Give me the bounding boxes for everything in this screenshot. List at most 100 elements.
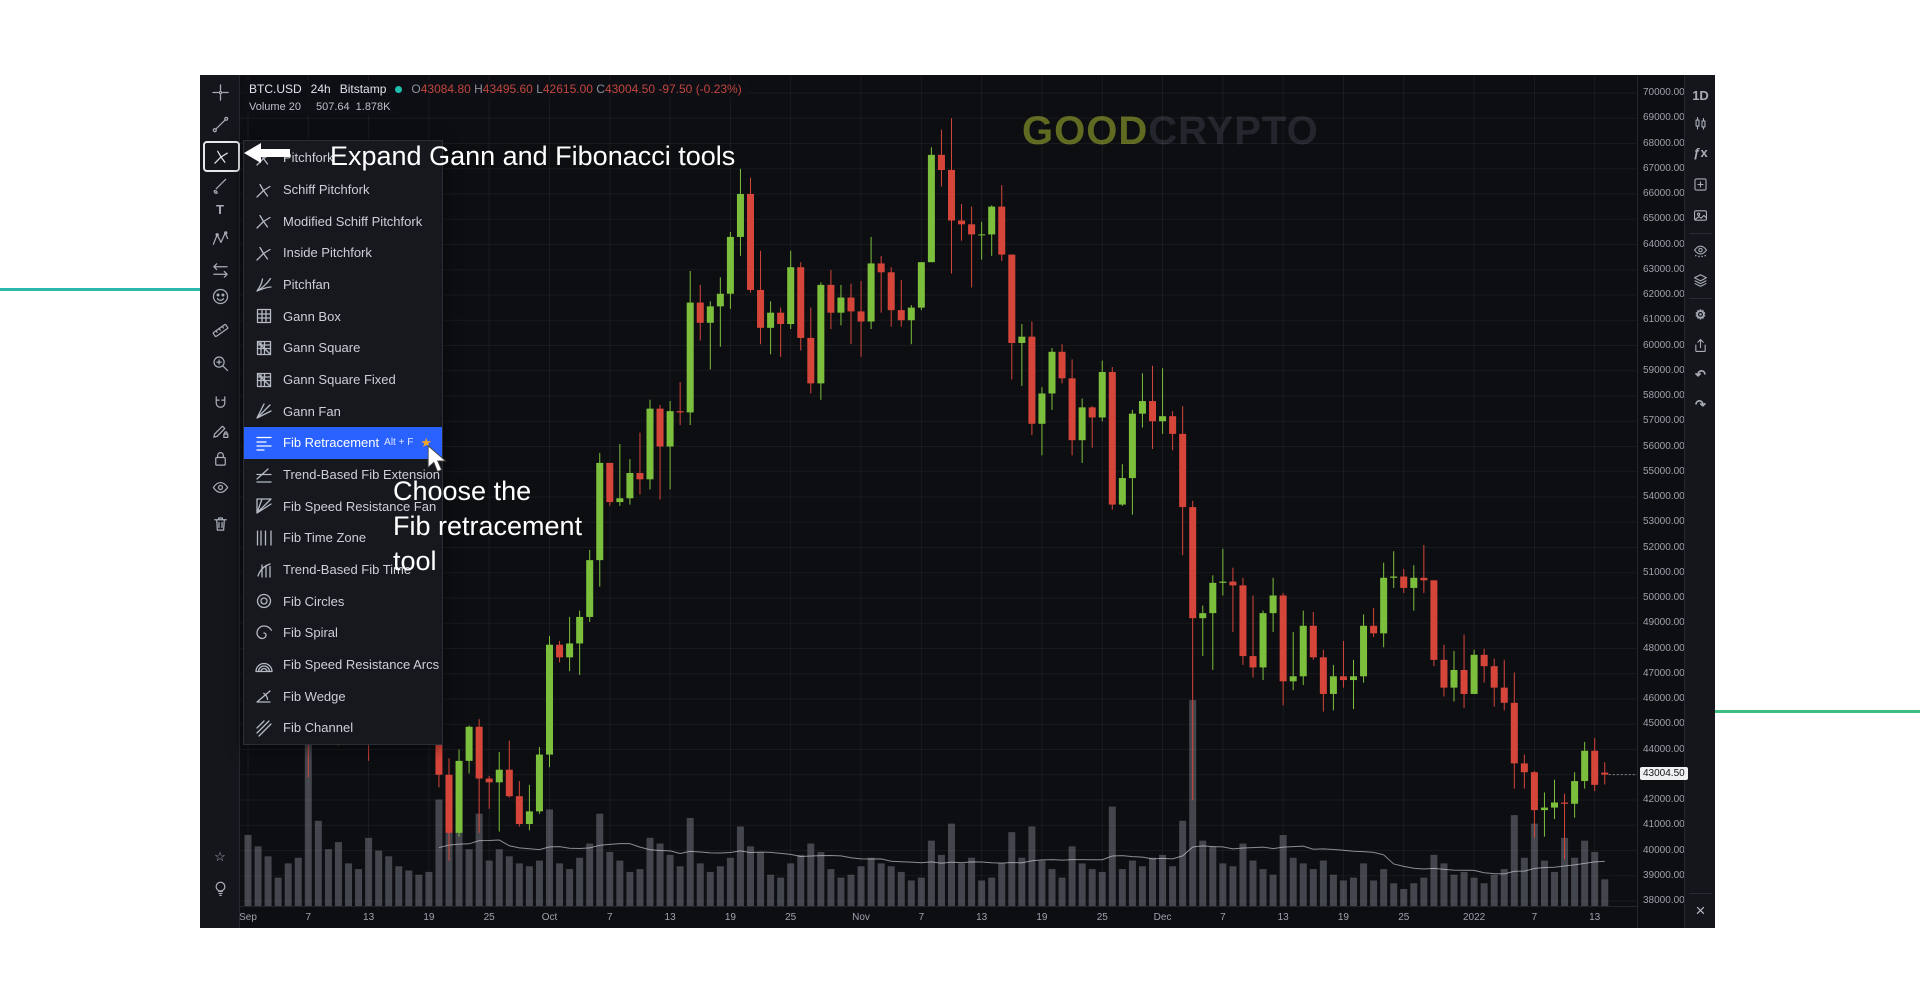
price-tick: 61000.00: [1643, 314, 1685, 326]
frameplus-icon: [1692, 176, 1709, 193]
tool-stay-in-drawing-mode[interactable]: [208, 418, 232, 442]
price-tick: 59000.00: [1643, 364, 1685, 376]
tool-pitchfork-tools[interactable]: [203, 141, 240, 172]
menu-item-pitchfan[interactable]: Pitchfan: [244, 269, 442, 301]
tool-measure-ruler[interactable]: [208, 318, 232, 342]
menu-item-fib-time-zone[interactable]: Fib Time Zone: [244, 522, 442, 554]
choose-line-1: Choose the: [393, 476, 532, 506]
menu-item-trend-based-fib-time[interactable]: Trend-Based Fib Time: [244, 554, 442, 586]
price-tick: 60000.00: [1643, 339, 1685, 351]
menu-item-schiff-pitchfork[interactable]: Schiff Pitchfork: [244, 174, 442, 206]
tool-emoji[interactable]: [208, 284, 232, 308]
price-tick: 66000.00: [1643, 188, 1685, 199]
tool-brush[interactable]: [208, 172, 232, 196]
price-tick: 56000.00: [1643, 440, 1685, 452]
interval-label[interactable]: 24h: [310, 82, 331, 96]
indicator-value-0: 507.64: [315, 101, 350, 113]
menu-item-fib-speed-resistance-fan[interactable]: Fib Speed Resistance Fan: [244, 490, 442, 522]
menu-item-inside-pitchfork[interactable]: Inside Pitchfork: [244, 237, 442, 269]
menu-item-gann-square-fixed[interactable]: Gann Square Fixed: [244, 364, 442, 396]
menu-item-gann-box[interactable]: Gann Box: [244, 300, 442, 332]
tool-zoom-in[interactable]: [208, 351, 232, 375]
tool-snapshot[interactable]: [1688, 203, 1713, 227]
tool-share[interactable]: [1688, 333, 1713, 357]
layers-icon: [1692, 272, 1709, 289]
menu-item-fib-spiral[interactable]: Fib Spiral: [244, 617, 442, 649]
price-tick: 62000.00: [1643, 289, 1685, 300]
time-tick-Sep: Sep: [239, 912, 257, 923]
tool-favorite-drawings[interactable]: ☆: [208, 845, 232, 869]
time-axis[interactable]: Sep 7 13 19 25 Oct 7 13 19 25 Nov 7 13 19 25 Dec 7 13 19 25…: [239, 906, 1637, 929]
annotation-left-arrow-icon: [244, 143, 290, 163]
menu-item-fib-wedge[interactable]: Fib Wedge: [244, 680, 442, 712]
tool-projection[interactable]: [208, 258, 232, 282]
favorite-star-icon[interactable]: ★: [420, 434, 432, 450]
ohlc-label-L: L: [536, 82, 543, 96]
ohlc-values: O43084.80 H43495.60 L42615.00 C43004.50 …: [411, 82, 741, 96]
price-tick: 40000.00: [1643, 844, 1685, 856]
tool-crosshair[interactable]: [208, 80, 232, 104]
menu-item-fib-retracement[interactable]: Fib Retracement Alt + F ★: [244, 427, 442, 459]
watermark-crypto: CRYPTO: [1148, 109, 1319, 153]
menu-item-fib-channel[interactable]: Fib Channel: [244, 712, 442, 744]
ohlc-label-C: C: [596, 82, 605, 96]
symbol-name[interactable]: BTC.USD: [249, 82, 302, 96]
tool-chart-style-candles[interactable]: [1688, 111, 1713, 135]
tool-redo[interactable]: ↷: [1688, 393, 1713, 417]
close-button[interactable]: ×: [1695, 901, 1706, 920]
tool-undo[interactable]: ↶: [1688, 363, 1713, 387]
menu-item-fib-speed-resistance-arcs[interactable]: Fib Speed Resistance Arcs: [244, 649, 442, 681]
tool-settings[interactable]: ⚙: [1688, 303, 1713, 327]
tool-hide-drawings-panel[interactable]: [1688, 238, 1713, 262]
tool-remove-drawings[interactable]: [208, 511, 232, 535]
eye-icon: [211, 478, 230, 497]
m-trendfibtime-icon: [254, 560, 274, 580]
time-tick-25: 25: [785, 912, 797, 923]
tool-text-tool[interactable]: T: [208, 197, 232, 221]
indicator-value-1: 1.878K: [355, 101, 391, 113]
tool-xabcd-pattern[interactable]: [208, 227, 232, 251]
tool-lock-drawings[interactable]: [208, 446, 232, 470]
indicator-name[interactable]: Volume 20: [249, 101, 301, 113]
tool-templates[interactable]: [1688, 172, 1713, 196]
menu-item-trend-based-fib-extension[interactable]: Trend-Based Fib Extension: [244, 459, 442, 491]
price-tick: 67000.00: [1643, 162, 1685, 174]
tool-hint-bulb[interactable]: [208, 876, 232, 900]
menu-item-label: Fib Wedge: [283, 688, 346, 704]
price-tick: 63000.00: [1643, 263, 1685, 275]
menu-item-fib-circles[interactable]: Fib Circles: [244, 585, 442, 617]
price-tick: 48000.00: [1643, 642, 1685, 654]
ohlc-value-O: 43084.80: [420, 82, 475, 96]
menu-item-gann-square[interactable]: Gann Square: [244, 332, 442, 364]
decor-line-right: [1715, 710, 1920, 713]
tool-indicators-fx[interactable]: ƒx: [1688, 140, 1713, 164]
m-fibchannel-icon: [254, 718, 274, 738]
watermark-good: GOOD: [1022, 109, 1149, 153]
time-tick-7: 7: [1531, 912, 1538, 923]
trash-icon: [211, 514, 230, 533]
menu-item-label: Pitchfork: [283, 150, 334, 166]
time-tick-25: 25: [1096, 912, 1108, 923]
tool-hide-drawings[interactable]: [208, 475, 232, 499]
menu-item-gann-fan[interactable]: Gann Fan: [244, 395, 442, 427]
tool-magnet-mode[interactable]: [208, 391, 232, 415]
time-tick-7: 7: [607, 912, 613, 923]
choose-line-2: Fib retracement: [393, 511, 583, 541]
tool-interval-1d[interactable]: 1D: [1688, 83, 1713, 107]
exchange-label[interactable]: Bitstamp: [339, 82, 387, 96]
menu-item-label: Fib Speed Resistance Arcs: [283, 657, 440, 673]
price-tick: 45000.00: [1643, 718, 1685, 730]
price-tick: 46000.00: [1643, 693, 1685, 704]
pattern-icon: [211, 230, 230, 249]
time-tick-2022: 2022: [1462, 912, 1486, 923]
m-fibarcs-icon: [254, 655, 274, 675]
m-gannsq-icon: [254, 370, 274, 390]
tool-trend-line[interactable]: [208, 112, 232, 136]
tool-object-layers[interactable]: [1688, 268, 1713, 292]
price-axis[interactable]: 43004.50 70000.00 69000.00 68000.00 67000.0…: [1637, 75, 1688, 928]
menu-item-modified-schiff-pitchfork[interactable]: Modified Schiff Pitchfork: [244, 205, 442, 237]
ruler-icon: [211, 321, 230, 340]
toolbar-separator: [1689, 233, 1712, 234]
zoom-icon: [211, 354, 230, 373]
choose-line-3: tool: [393, 546, 437, 576]
